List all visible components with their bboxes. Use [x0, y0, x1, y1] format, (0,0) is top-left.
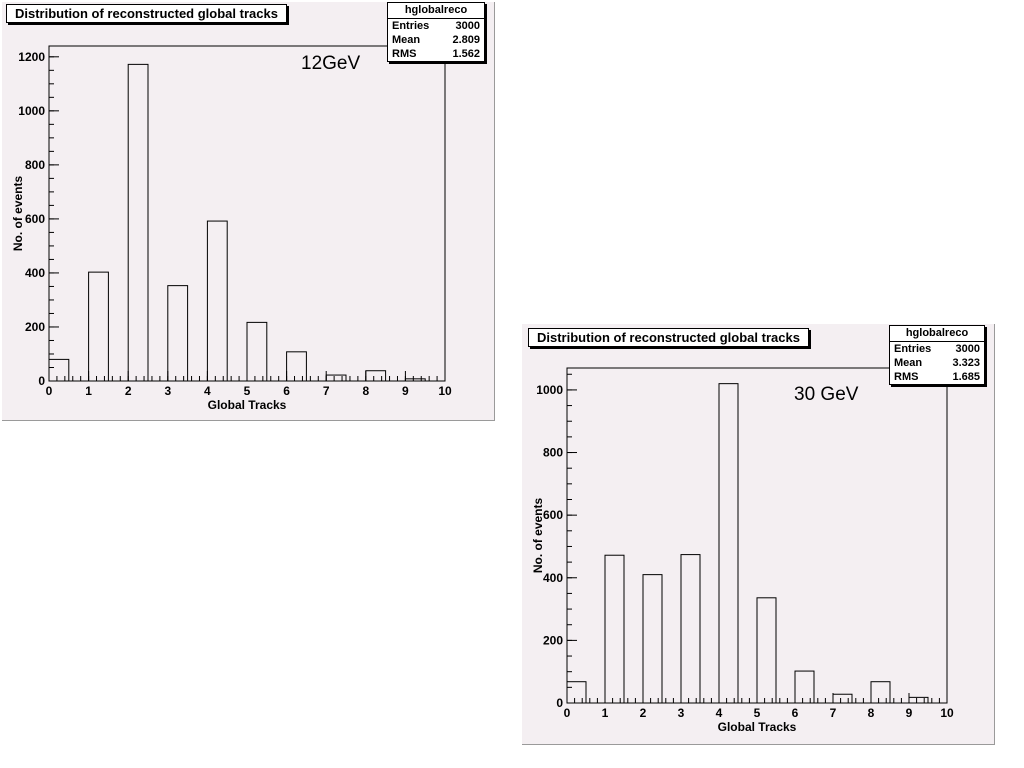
chart-title: Distribution of reconstructed global tra… [6, 4, 287, 23]
histogram-bar [870, 681, 891, 704]
x-tick-label: 5 [754, 706, 761, 720]
y-tick-label: 800 [25, 158, 45, 172]
x-tick-label: 4 [716, 706, 723, 720]
y-tick-label: 1000 [536, 383, 563, 397]
y-tick-label: 600 [25, 212, 45, 226]
histogram-bar [325, 374, 347, 382]
stats-label: Mean [894, 357, 923, 369]
histogram-bar [206, 220, 228, 382]
stats-label: Entries [894, 343, 932, 355]
histogram-bar [642, 574, 663, 704]
stats-row-entries: Entries 3000 [890, 342, 984, 356]
x-tick-label: 2 [640, 706, 647, 720]
y-tick-label: 400 [543, 571, 563, 585]
histogram-plot-30gev: 0 1 2 3 4 5 6 7 8 9 10 0 200 400 600 800 1000 Global Trac… [531, 367, 954, 734]
y-axis-title: No. of events [531, 498, 545, 574]
energy-annotation: 30 GeV [794, 384, 859, 405]
stats-box: hglobalreco Entries 3000 Mean 3.323 RMS … [889, 325, 985, 385]
x-tick-label: 6 [283, 384, 290, 398]
stats-row-rms: RMS 1.685 [890, 370, 984, 384]
histogram-canvas-12gev: 0 1 2 3 4 5 6 7 8 9 10 0 200 400 600 800 1000 1200 Global … [2, 2, 495, 421]
histogram-bar [604, 554, 625, 704]
stats-value: 3000 [955, 343, 980, 355]
histogram-bar [756, 597, 777, 704]
x-axis-title: Global Tracks [718, 720, 797, 734]
x-tick-label: 9 [906, 706, 913, 720]
stats-value: 1.562 [452, 48, 480, 60]
x-tick-label: 7 [323, 384, 330, 398]
x-tick-label: 1 [85, 384, 92, 398]
x-tick-label: 8 [868, 706, 875, 720]
histogram-bar [404, 378, 426, 382]
stats-histogram-name: hglobalreco [388, 3, 484, 19]
x-tick-label: 8 [362, 384, 369, 398]
stats-label: Entries [392, 20, 430, 32]
x-tick-label: 0 [564, 706, 571, 720]
y-axis-title: No. of events [11, 176, 25, 252]
x-tick-label: 6 [792, 706, 799, 720]
x-tick-label: 0 [46, 384, 53, 398]
histogram-bar [246, 321, 268, 382]
histogram-plot-12gev: 0 1 2 3 4 5 6 7 8 9 10 0 200 400 600 800 1000 1200 Global … [11, 45, 452, 412]
histogram-canvas-30gev: 0 1 2 3 4 5 6 7 8 9 10 0 200 400 600 800 1000 Global Trac… [522, 324, 995, 745]
energy-annotation: 12GeV [301, 53, 361, 74]
stats-label: Mean [392, 34, 421, 46]
stats-row-mean: Mean 2.809 [388, 33, 484, 47]
stats-histogram-name: hglobalreco [890, 326, 984, 342]
y-tick-label: 400 [25, 266, 45, 280]
x-tick-label: 10 [940, 706, 954, 720]
y-tick-label: 1200 [18, 50, 45, 64]
y-tick-label: 800 [543, 446, 563, 460]
x-tick-label: 3 [164, 384, 171, 398]
x-tick-label: 1 [602, 706, 609, 720]
histogram-bar [167, 285, 189, 382]
y-tick-label: 1000 [18, 104, 45, 118]
stats-value: 1.685 [952, 371, 980, 383]
stats-value: 3000 [455, 20, 480, 32]
histogram-bar [88, 271, 109, 382]
histogram-bar [286, 351, 307, 382]
stats-box: hglobalreco Entries 3000 Mean 2.809 RMS … [387, 2, 485, 62]
x-tick-label: 4 [204, 384, 211, 398]
histogram-bar [908, 696, 929, 704]
y-tick-label: 200 [543, 633, 563, 647]
x-tick-label: 5 [244, 384, 251, 398]
histogram-bar [365, 370, 387, 382]
x-axis-title: Global Tracks [208, 398, 287, 412]
histogram-bar [680, 554, 701, 704]
chart-title: Distribution of reconstructed global tra… [528, 328, 809, 347]
histogram-bar [566, 681, 587, 704]
x-tick-label: 2 [125, 384, 132, 398]
stats-label: RMS [894, 371, 919, 383]
y-tick-label: 0 [556, 696, 563, 710]
stats-row-entries: Entries 3000 [388, 19, 484, 33]
y-tick-label: 600 [543, 508, 563, 522]
stats-value: 3.323 [952, 357, 980, 369]
stats-value: 2.809 [452, 34, 480, 46]
x-tick-label: 10 [438, 384, 452, 398]
histogram-bar [832, 693, 853, 704]
histogram-bar [794, 670, 815, 704]
histogram-bar [718, 383, 739, 704]
stats-row-mean: Mean 3.323 [890, 356, 984, 370]
x-tick-label: 3 [678, 706, 685, 720]
y-tick-label: 0 [38, 374, 45, 388]
x-tick-label: 9 [402, 384, 409, 398]
histogram-bar [127, 63, 149, 382]
x-tick-label: 7 [830, 706, 837, 720]
stats-label: RMS [392, 48, 417, 60]
histogram-bar [48, 358, 70, 382]
y-tick-label: 200 [25, 320, 45, 334]
stats-row-rms: RMS 1.562 [388, 47, 484, 61]
